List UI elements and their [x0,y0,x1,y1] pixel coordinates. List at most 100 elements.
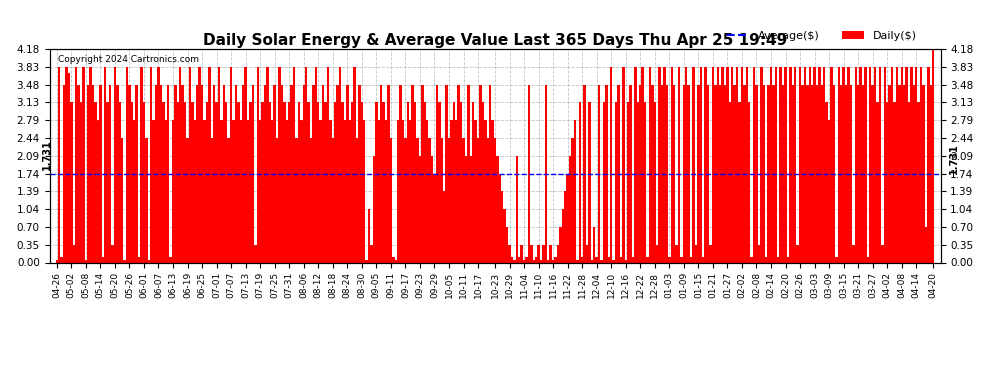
Bar [106,102,109,262]
Bar [325,102,327,262]
Bar [888,84,891,262]
Bar [772,84,774,262]
Bar [816,84,818,262]
Bar [901,67,903,262]
Bar [245,67,247,262]
Bar [627,102,630,262]
Bar [198,67,201,262]
Bar [583,84,586,262]
Bar [312,84,315,262]
Bar [194,120,196,262]
Bar [496,156,499,262]
Bar [58,67,60,262]
Bar [337,84,339,262]
Bar [482,102,484,262]
Bar [762,84,765,262]
Bar [174,84,176,262]
Bar [538,244,540,262]
Text: 1.731: 1.731 [949,143,959,174]
Bar [172,120,174,262]
Bar [380,84,382,262]
Bar [278,67,281,262]
Bar [97,120,99,262]
Bar [836,257,838,262]
Bar [80,102,82,262]
Bar [792,84,794,262]
Bar [300,120,303,262]
Bar [317,102,320,262]
Bar [642,67,644,262]
Bar [104,67,106,262]
Bar [484,120,486,262]
Bar [801,84,804,262]
Bar [566,174,569,262]
Bar [513,260,516,262]
Bar [477,138,479,262]
Bar [266,67,268,262]
Bar [268,102,271,262]
Bar [240,120,242,262]
Bar [169,257,172,262]
Bar [489,84,491,262]
Bar [874,67,876,262]
Bar [486,138,489,262]
Bar [89,67,92,262]
Bar [661,84,663,262]
Bar [334,102,337,262]
Bar [87,84,89,262]
Bar [167,84,169,262]
Bar [533,260,535,262]
Bar [472,102,474,262]
Bar [745,67,748,262]
Bar [109,84,111,262]
Bar [181,84,184,262]
Bar [443,191,446,262]
Bar [598,84,600,262]
Bar [281,84,283,262]
Bar [353,67,355,262]
Bar [506,227,508,262]
Bar [823,67,826,262]
Bar [913,84,915,262]
Bar [121,138,124,262]
Bar [424,102,426,262]
Bar [457,84,460,262]
Bar [618,84,620,262]
Bar [663,67,665,262]
Bar [439,102,441,262]
Bar [578,102,581,262]
Bar [60,257,62,262]
Bar [92,84,94,262]
Bar [426,120,429,262]
Bar [295,138,298,262]
Bar [884,67,886,262]
Bar [322,84,325,262]
Bar [630,84,632,262]
Bar [760,67,762,262]
Legend: Average($), Daily($): Average($), Daily($) [723,27,922,45]
Bar [852,244,854,262]
Bar [608,257,610,262]
Bar [814,67,816,262]
Bar [893,102,896,262]
Bar [719,84,722,262]
Bar [739,102,741,262]
Bar [77,84,80,262]
Bar [774,67,777,262]
Bar [298,102,300,262]
Bar [518,257,521,262]
Bar [586,244,588,262]
Bar [610,67,613,262]
Bar [271,120,273,262]
Bar [591,260,593,262]
Bar [368,209,370,262]
Bar [849,84,852,262]
Bar [879,67,881,262]
Bar [70,102,72,262]
Bar [283,102,285,262]
Bar [504,209,506,262]
Bar [821,84,823,262]
Bar [727,67,729,262]
Bar [203,120,206,262]
Bar [632,257,635,262]
